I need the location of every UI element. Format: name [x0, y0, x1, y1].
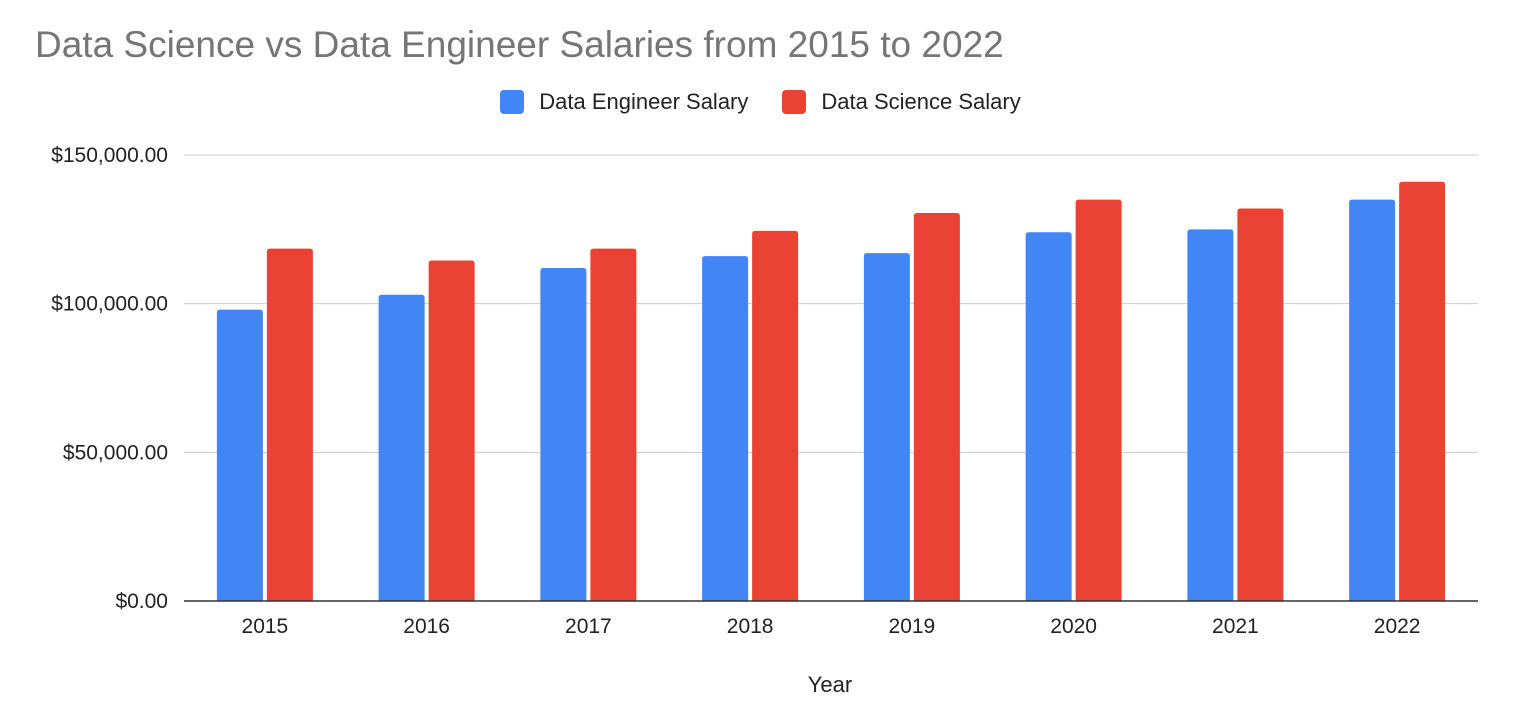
- gridlines: [184, 154, 1478, 453]
- y-tick-label: $150,000.00: [51, 144, 168, 167]
- x-axis-title: Year: [808, 672, 852, 697]
- tick-labels: $0.00 $50,000.00 $100,000.00 $150,000.00 201…: [51, 144, 1420, 638]
- bars: [216, 181, 1446, 602]
- bar-data-science-2016[interactable]: [428, 260, 475, 601]
- y-tick-label: $0.00: [115, 590, 168, 613]
- x-tick-label: 2019: [889, 615, 936, 638]
- bar-data-engineer-2019[interactable]: [863, 253, 910, 601]
- bar-data-engineer-2017[interactable]: [540, 267, 587, 601]
- bar-data-science-2021[interactable]: [1237, 208, 1284, 601]
- bar-data-engineer-2021[interactable]: [1187, 229, 1234, 602]
- x-tick-label: 2016: [403, 615, 450, 638]
- x-tick-label: 2020: [1050, 615, 1097, 638]
- chart-title: Data Science vs Data Engineer Salaries f…: [35, 24, 1004, 65]
- x-tick-label: 2021: [1212, 615, 1259, 638]
- x-tick-label: 2015: [242, 615, 289, 638]
- x-tick-label: 2018: [727, 615, 774, 638]
- bar-data-engineer-2018[interactable]: [702, 256, 749, 601]
- bar-data-engineer-2022[interactable]: [1349, 199, 1396, 601]
- x-tick-label: 2017: [565, 615, 612, 638]
- bar-data-science-2017[interactable]: [590, 248, 637, 601]
- legend-swatch-data-science: [782, 90, 807, 114]
- legend-label-data-engineer: Data Engineer Salary: [539, 89, 749, 114]
- bar-data-science-2015[interactable]: [266, 248, 313, 601]
- legend-swatch-data-engineer: [500, 90, 525, 114]
- y-tick-label: $100,000.00: [51, 293, 168, 316]
- legend-label-data-science: Data Science Salary: [821, 89, 1021, 114]
- bar-data-engineer-2020[interactable]: [1025, 232, 1072, 601]
- bar-data-science-2020[interactable]: [1075, 199, 1122, 601]
- legend-item-data-engineer[interactable]: Data Engineer Salary: [500, 89, 748, 115]
- legend: Data Engineer Salary Data Science Salary: [0, 89, 1516, 115]
- bar-data-engineer-2015[interactable]: [216, 309, 263, 601]
- bar-data-science-2019[interactable]: [913, 212, 960, 602]
- x-tick-label: 2022: [1374, 615, 1421, 638]
- bar-data-engineer-2016[interactable]: [378, 294, 425, 601]
- bar-data-science-2022[interactable]: [1399, 181, 1446, 601]
- legend-item-data-science[interactable]: Data Science Salary: [782, 89, 1021, 115]
- bar-data-science-2018[interactable]: [752, 230, 799, 601]
- y-tick-label: $50,000.00: [63, 441, 168, 464]
